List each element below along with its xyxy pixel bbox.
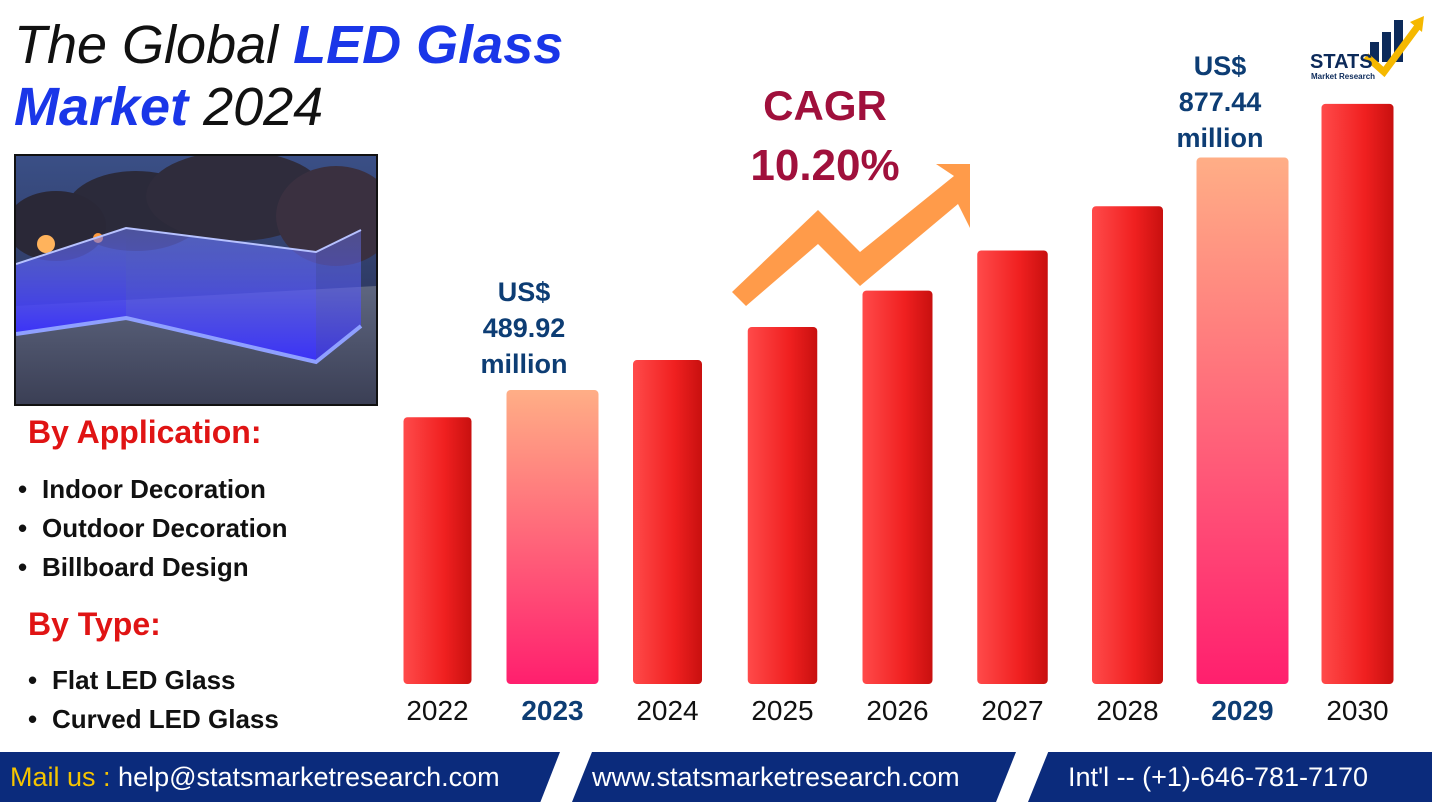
x-tick-2025: 2025 xyxy=(751,695,813,726)
x-tick-2029: 2029 xyxy=(1211,695,1273,726)
mail-label: Mail us : xyxy=(10,762,111,792)
bar-2030 xyxy=(1321,103,1394,685)
page-title: The Global LED Glass Market 2024 xyxy=(14,14,654,138)
stats-logo xyxy=(1363,16,1424,78)
application-list: Indoor Decoration Outdoor Decoration Bil… xyxy=(18,470,288,587)
callout-currency: US$ xyxy=(497,277,551,307)
cagr-block: CAGR 10.20% xyxy=(740,82,910,194)
logo-bar-1 xyxy=(1370,42,1379,62)
footer-web: www.statsmarketresearch.com xyxy=(572,752,1016,802)
title-year: 2024 xyxy=(188,77,324,137)
market-bar-chart: 2022 2023 2024 2025 2026 2027 2028 2029 2030 xyxy=(403,103,1394,726)
type-list: Flat LED Glass Curved LED Glass xyxy=(28,661,279,739)
x-tick-2023: 2023 xyxy=(521,695,583,726)
logo-sub: Market Research xyxy=(1311,72,1376,81)
title-part1: The Global xyxy=(14,15,294,75)
x-tick-2028: 2028 xyxy=(1096,695,1158,726)
list-item: Billboard Design xyxy=(18,548,288,587)
x-tick-2022: 2022 xyxy=(406,695,468,726)
list-item: Flat LED Glass xyxy=(28,661,279,700)
list-item: Curved LED Glass xyxy=(28,700,279,739)
logo-bar-3 xyxy=(1394,20,1403,62)
bar-2022 xyxy=(403,417,472,684)
x-tick-2030: 2030 xyxy=(1326,695,1388,726)
footer-mail: Mail us : help@statsmarketresearch.com xyxy=(0,752,560,802)
callout-amount: 489.92 xyxy=(482,313,566,343)
callout-2023: US$ 489.92 million xyxy=(454,274,594,382)
website-link[interactable]: www.statsmarketresearch.com xyxy=(592,762,960,792)
bar-2028 xyxy=(1092,206,1163,684)
cagr-label: CAGR xyxy=(763,82,887,129)
logo-name: STATS xyxy=(1310,51,1373,73)
callout-currency: US$ xyxy=(1193,51,1247,81)
callout-2029: US$ 877.44 million xyxy=(1150,48,1290,156)
callout-unit: million xyxy=(480,349,568,379)
bar-2029 xyxy=(1196,157,1289,684)
mail-link[interactable]: help@statsmarketresearch.com xyxy=(118,762,500,792)
by-application-heading: By Application: xyxy=(28,414,262,450)
phone-number[interactable]: Int'l -- (+1)-646-781-7170 xyxy=(1068,762,1369,792)
bar-2025 xyxy=(747,327,818,684)
logo-check-icon xyxy=(1363,23,1421,78)
bar-2024 xyxy=(633,360,702,684)
cagr-value: 10.20% xyxy=(750,141,900,190)
x-tick-2024: 2024 xyxy=(636,695,698,726)
x-tick-2027: 2027 xyxy=(981,695,1043,726)
list-item: Outdoor Decoration xyxy=(18,509,288,548)
bar-2023 xyxy=(506,390,599,684)
bar-2026 xyxy=(862,290,933,684)
x-tick-2026: 2026 xyxy=(866,695,928,726)
bar-2027 xyxy=(977,250,1048,684)
logo-arrow-icon xyxy=(1410,16,1424,32)
title-highlight-2: Market xyxy=(14,77,189,137)
callout-unit: million xyxy=(1176,123,1264,153)
title-highlight-1: LED Glass xyxy=(293,15,564,75)
by-type-heading: By Type: xyxy=(28,606,161,642)
cagr-arrow-icon xyxy=(732,164,970,306)
list-item: Indoor Decoration xyxy=(18,470,288,509)
callout-amount: 877.44 xyxy=(1178,87,1262,117)
footer-phone: Int'l -- (+1)-646-781-7170 xyxy=(1028,752,1432,802)
led-glass-photo xyxy=(14,154,378,406)
footer: Mail us : help@statsmarketresearch.com w… xyxy=(0,748,1432,805)
logo-bar-2 xyxy=(1382,32,1391,62)
